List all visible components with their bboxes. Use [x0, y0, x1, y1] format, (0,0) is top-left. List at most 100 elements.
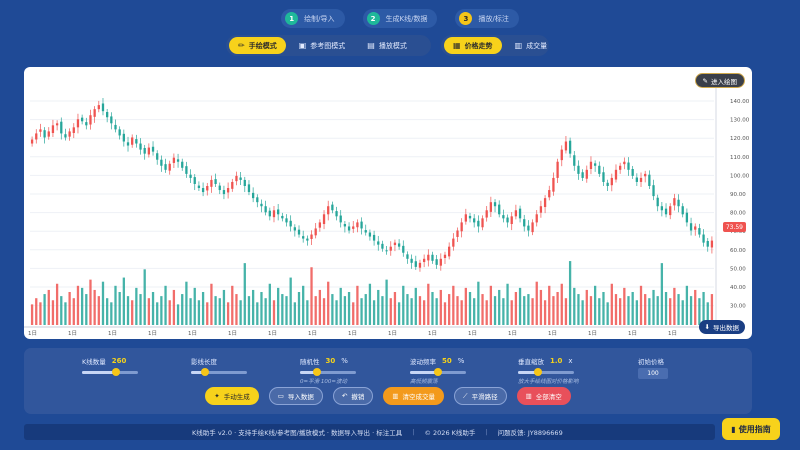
- volume-bar: [30, 304, 34, 325]
- candle-body: [694, 226, 697, 230]
- y-tick-label: 120.00: [730, 136, 750, 142]
- volume-bar: [460, 300, 463, 325]
- candle-body: [681, 206, 684, 215]
- candle-body: [502, 215, 505, 219]
- vertical-scale-unit: x: [568, 357, 573, 365]
- volume-bar: [281, 294, 284, 325]
- k-count-control: K线数量 260: [82, 356, 138, 376]
- clear-all-button[interactable]: ▥ 全部清空: [516, 387, 571, 405]
- wave-frequency-slider[interactable]: [410, 368, 466, 376]
- step-number: 3: [459, 12, 473, 25]
- step-label: 生成K线/数据: [385, 14, 428, 23]
- volume-bar: [147, 298, 151, 325]
- candle-body: [210, 179, 213, 187]
- price-trend-button[interactable]: ▦ 价格走势: [444, 37, 502, 54]
- slider-knob[interactable]: [312, 368, 321, 376]
- vertical-scale-slider[interactable]: [518, 368, 574, 376]
- candle-body: [652, 185, 655, 197]
- candle-body: [268, 210, 271, 217]
- volume-bar: [247, 296, 251, 325]
- volume-bar: [93, 289, 96, 325]
- volume-bar: [302, 285, 305, 325]
- reference-mode-button[interactable]: ▣ 参考图模式: [290, 37, 355, 54]
- candle-body: [314, 228, 317, 236]
- candle-body: [97, 105, 100, 110]
- trash-icon: ▥: [525, 392, 532, 400]
- footer-copyright: © 2026 K线助手: [424, 429, 476, 437]
- draw-mode-button[interactable]: ✏ 手绘模式: [229, 37, 286, 54]
- volume-bar: [101, 281, 105, 325]
- candle-body: [335, 211, 338, 217]
- volume-bar: [602, 292, 605, 325]
- shadow-length-slider[interactable]: [191, 368, 247, 376]
- candle-body: [581, 172, 584, 178]
- volume-button[interactable]: ▥ 成交量: [506, 37, 557, 54]
- k-count-slider[interactable]: [82, 368, 138, 376]
- candle-body: [85, 122, 88, 126]
- user-guide-button[interactable]: ▮ 使用指南: [722, 418, 780, 440]
- volume-bar: [39, 302, 42, 325]
- manual-generate-button[interactable]: ✦ 手动生成: [205, 387, 259, 405]
- slider-knob[interactable]: [533, 368, 542, 376]
- candle-body: [548, 190, 551, 198]
- step-3[interactable]: 3 播放/标注: [455, 9, 519, 28]
- volume-bar: [652, 289, 655, 325]
- volume-bar: [360, 298, 363, 325]
- volume-bar: [656, 296, 659, 325]
- candle-body: [310, 234, 313, 239]
- export-icon: ⬇: [704, 323, 710, 331]
- candle-body: [327, 206, 330, 215]
- volume-bar: [560, 283, 563, 325]
- candle-body: [272, 210, 276, 218]
- x-tick-label: 1日: [348, 330, 357, 337]
- volume-bar: [331, 294, 334, 325]
- candlestick-chart[interactable]: 140.00 130.00 120.00 110.00 100.00 90.00 80.00…: [24, 67, 752, 339]
- volatility-value: 30: [325, 357, 336, 365]
- view-switcher: ▦ 价格走势 ▥ 成交量: [441, 35, 549, 56]
- candle-body: [589, 161, 593, 170]
- step-label: 绘制/导入: [304, 14, 335, 23]
- volume-bar: [306, 300, 309, 325]
- volume-bar: [539, 289, 543, 325]
- candle-body: [285, 218, 288, 223]
- volatility-slider[interactable]: [300, 368, 356, 376]
- candle-body: [147, 147, 151, 155]
- undo-label: 撤销: [351, 393, 365, 401]
- candle-body: [55, 123, 59, 126]
- play-mode-button[interactable]: ▤ 播放模式: [358, 37, 416, 54]
- initial-price-input[interactable]: 100: [638, 368, 668, 379]
- step-2[interactable]: 2 生成K线/数据: [362, 9, 438, 28]
- pencil-icon: ✎: [702, 76, 708, 85]
- clear-volume-button[interactable]: ▥ 清空成交量: [383, 387, 444, 405]
- volume-bar: [556, 292, 559, 325]
- slider-knob[interactable]: [201, 368, 209, 376]
- volume-bar: [272, 300, 276, 325]
- chart-canvas[interactable]: 140.00 130.00 120.00 110.00 100.00 90.00 80.00…: [24, 67, 752, 339]
- undo-button[interactable]: ↶ 撤销: [332, 387, 374, 405]
- volume-bar: [297, 292, 301, 325]
- volume-bar: [477, 281, 480, 325]
- slider-fill: [191, 371, 205, 374]
- volume-bar: [548, 285, 551, 325]
- import-data-button[interactable]: ▭ 导入数据: [268, 387, 323, 405]
- step-1[interactable]: 1 绘制/导入: [281, 9, 345, 28]
- volume-bar: [231, 285, 234, 325]
- export-data-button[interactable]: ⬇ 导出数据: [698, 320, 745, 334]
- slider-knob[interactable]: [434, 368, 442, 376]
- volume-bar: [289, 277, 292, 325]
- smooth-path-button[interactable]: ⟋ 平滑路径: [454, 387, 507, 405]
- y-tick-label: 140.00: [730, 99, 750, 105]
- candle-body: [339, 215, 342, 223]
- candle-body: [664, 208, 668, 215]
- x-tick-label: 1日: [428, 330, 437, 337]
- slider-knob[interactable]: [111, 368, 120, 376]
- footer-app-info: K线助手 v2.0 · 支持手绘K线/参考图/播放模式 · 数据导入导出 · 标…: [192, 429, 403, 437]
- volume-bar: [473, 298, 476, 325]
- candle-body: [318, 222, 322, 228]
- enter-draw-button[interactable]: ✎ 进入绘图: [694, 73, 745, 88]
- draw-mode-label: 手绘模式: [248, 41, 277, 50]
- candle-body: [698, 228, 701, 235]
- candle-body: [110, 116, 113, 124]
- clear-volume-label: 清空成交量: [402, 393, 436, 401]
- candle-body: [443, 254, 447, 258]
